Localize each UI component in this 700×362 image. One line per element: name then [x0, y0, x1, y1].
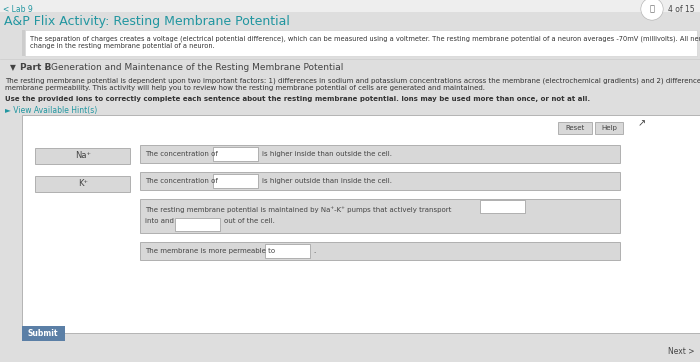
- Text: change in the resting membrane potential of a neuron.: change in the resting membrane potential…: [30, 43, 215, 49]
- Bar: [175, 218, 220, 231]
- Text: ► View Available Hint(s): ► View Available Hint(s): [5, 106, 97, 115]
- Text: into and: into and: [145, 218, 174, 224]
- Bar: [35, 148, 130, 164]
- Text: Use the provided ions to correctly complete each sentence about the resting memb: Use the provided ions to correctly compl…: [5, 96, 590, 102]
- Bar: [213, 147, 258, 161]
- Bar: [140, 199, 620, 233]
- Bar: [213, 174, 258, 188]
- Text: is higher outside than inside the cell.: is higher outside than inside the cell.: [262, 178, 392, 184]
- Text: - Generation and Maintenance of the Resting Membrane Potential: - Generation and Maintenance of the Rest…: [42, 63, 344, 72]
- Text: K⁺: K⁺: [78, 180, 88, 189]
- Text: membrane permeability. This activity will help you to review how the resting mem: membrane permeability. This activity wil…: [5, 85, 485, 91]
- Text: 〈: 〈: [650, 4, 654, 13]
- Bar: [25, 30, 697, 56]
- Bar: [22, 326, 65, 341]
- Bar: [140, 145, 620, 163]
- Text: Next >: Next >: [668, 347, 695, 356]
- Text: out of the cell.: out of the cell.: [224, 218, 275, 224]
- Text: Reset: Reset: [566, 125, 584, 131]
- Text: is higher inside than outside the cell.: is higher inside than outside the cell.: [262, 151, 392, 157]
- Bar: [0, 0, 700, 12]
- Text: Help: Help: [601, 125, 617, 131]
- Text: A&P Flix Activity: Resting Membrane Potential: A&P Flix Activity: Resting Membrane Pote…: [4, 16, 290, 29]
- Text: The resting membrane potential is dependent upon two important factors: 1) diffe: The resting membrane potential is depend…: [5, 78, 700, 84]
- Text: < Lab 9: < Lab 9: [3, 4, 33, 13]
- Text: The membrane is more permeable to: The membrane is more permeable to: [145, 248, 275, 254]
- Text: The concentration of: The concentration of: [145, 178, 218, 184]
- Text: Part B: Part B: [20, 63, 51, 72]
- Bar: [595, 122, 623, 134]
- Bar: [22, 30, 25, 56]
- Text: 4 of 15: 4 of 15: [668, 4, 694, 13]
- Bar: [480, 200, 525, 213]
- Bar: [35, 176, 130, 192]
- Text: .: .: [313, 248, 315, 254]
- Bar: [22, 115, 700, 333]
- Text: ▼: ▼: [10, 63, 16, 72]
- Text: The concentration of: The concentration of: [145, 151, 218, 157]
- Text: ↗: ↗: [638, 118, 646, 128]
- Text: Na⁺: Na⁺: [75, 152, 91, 160]
- Text: Submit: Submit: [28, 328, 58, 337]
- Text: The separation of charges creates a voltage (electrical potential difference), w: The separation of charges creates a volt…: [30, 35, 700, 42]
- Bar: [140, 242, 620, 260]
- Bar: [558, 122, 592, 134]
- Bar: [265, 244, 310, 258]
- Text: The resting membrane potential is maintained by Na⁺-K⁺ pumps that actively trans: The resting membrane potential is mainta…: [145, 206, 452, 213]
- Bar: [140, 172, 620, 190]
